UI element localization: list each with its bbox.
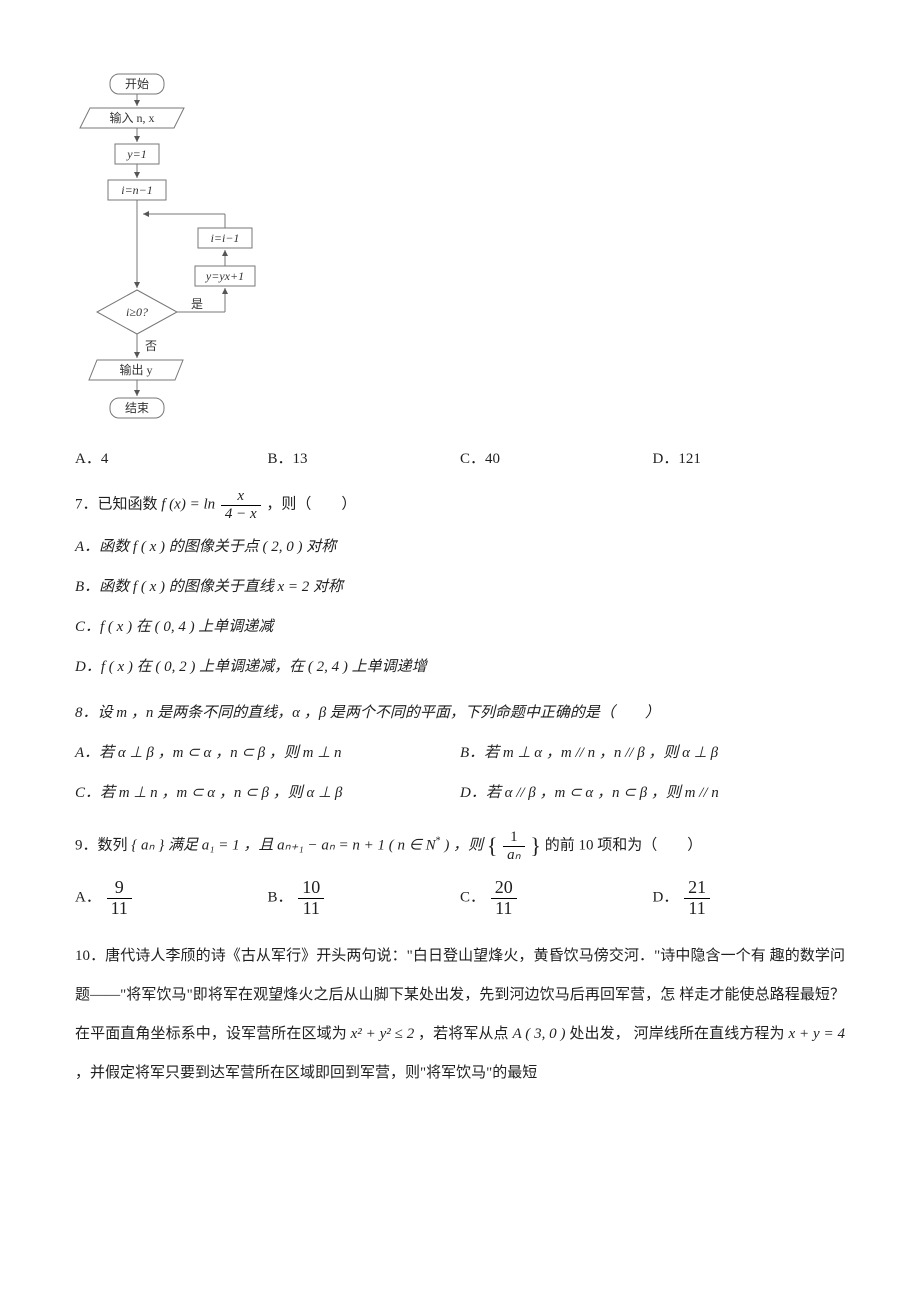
q9-star: * bbox=[436, 835, 441, 846]
q7-opt-a: A．函数 f ( x ) 的图像关于点 ( 2, 0 ) 对称 bbox=[75, 539, 336, 555]
q8-stem: 8．设 m ，n 是两条不同的直线，α ，β 是两个不同的平面，下列命题中正确的… bbox=[75, 705, 660, 721]
flow-node-ii: i=i−1 bbox=[211, 231, 240, 245]
flow-label-no: 否 bbox=[145, 339, 157, 353]
flow-node-input: 输入 n, x bbox=[109, 110, 154, 125]
q6-opt-c: C．40 bbox=[460, 451, 500, 467]
q8-opt-a: A．若 α ⊥ β ，m ⊂ α ，n ⊂ β ，则 m ⊥ n bbox=[75, 745, 342, 761]
q7-frac-num: x bbox=[221, 488, 261, 506]
q7-fx: f (x) = ln bbox=[161, 496, 215, 512]
q10-p1: 10．唐代诗人李颀的诗《古从军行》开头两句说："白日登山望烽火，黄昏饮马傍交河．… bbox=[75, 948, 766, 964]
q9-p3: ) ，则 bbox=[444, 837, 487, 853]
q7-opt-b: B．函数 f ( x ) 的图像关于直线 x = 2 对称 bbox=[75, 579, 343, 595]
q9-a-num: 9 bbox=[107, 878, 132, 899]
flow-node-out: 输出 y bbox=[119, 362, 152, 377]
q9-brace-den: aₙ bbox=[503, 847, 524, 864]
q8-opt-d: D．若 α // β ，m ⊂ α ，n ⊂ β ，则 m // n bbox=[460, 785, 719, 801]
q6-opt-d: D．121 bbox=[653, 451, 701, 467]
q9-b-den: 11 bbox=[298, 899, 324, 919]
q9-a-label: A． bbox=[75, 890, 101, 906]
q9-stem: 9．数列 { aₙ } 满足 a₁ = 1 ，且 aₙ₊₁ − aₙ = n +… bbox=[75, 824, 845, 868]
q7-frac-den: 4 − x bbox=[221, 506, 261, 523]
q9-d-den: 11 bbox=[684, 899, 710, 919]
q9-brace-num: 1 bbox=[503, 829, 524, 847]
q9-c-label: C． bbox=[460, 890, 485, 906]
q7-stem: 7．已知函数 f (x) = ln x 4 − x ，则（ ） bbox=[75, 488, 845, 522]
flowchart-diagram: 开始 输入 n, x y=1 i=n−1 i≥0? bbox=[75, 70, 845, 438]
q9-d-label: D． bbox=[653, 890, 679, 906]
q7-stem-prefix: 7．已知函数 bbox=[75, 496, 161, 512]
q9-p4: 的前 10 项和为（ ） bbox=[545, 837, 703, 853]
q6-options: A．4 B．13 C．40 D．121 bbox=[75, 448, 845, 471]
q10-p3c: 处出发， bbox=[566, 1026, 630, 1042]
q8-opt-b: B．若 m ⊥ α ，m // n ，n // β ，则 α ⊥ β bbox=[460, 745, 718, 761]
q9-d-num: 21 bbox=[684, 878, 710, 899]
flow-node-start: 开始 bbox=[125, 77, 149, 91]
q9-b-num: 10 bbox=[298, 878, 324, 899]
q7-stem-suffix: ，则（ ） bbox=[266, 496, 356, 512]
flow-node-end: 结束 bbox=[125, 401, 149, 415]
q10-circle-eq: x² + y² ≤ 2 bbox=[351, 1026, 415, 1042]
q10-para: 10．唐代诗人李颀的诗《古从军行》开头两句说："白日登山望烽火，黄昏饮马傍交河．… bbox=[75, 937, 845, 1093]
q6-opt-a: A．4 bbox=[75, 451, 108, 467]
q9-set-an: { aₙ } bbox=[131, 837, 164, 853]
q9-a-den: 11 bbox=[107, 899, 132, 919]
flowchart-svg: 开始 输入 n, x y=1 i=n−1 i≥0? bbox=[75, 70, 275, 430]
q9-c-den: 11 bbox=[491, 899, 517, 919]
q9-p2: 满足 a₁ = 1 ，且 aₙ₊₁ − aₙ = n + 1 ( n ∈ N bbox=[168, 837, 436, 853]
q10-p4b: ，并假定将军只要到达军营所在区域即回到军营，则"将军饮马"的最短 bbox=[75, 1065, 537, 1081]
q10-p4a: 河岸线所在直线方程为 bbox=[634, 1026, 789, 1042]
q10-p3b: ，若将军从点 bbox=[414, 1026, 512, 1042]
q9-b-label: B． bbox=[268, 890, 293, 906]
q8-opt-c: C．若 m ⊥ n ，m ⊂ α ，n ⊂ β ，则 α ⊥ β bbox=[75, 785, 342, 801]
flow-label-yes: 是 bbox=[191, 297, 203, 311]
flow-node-i1: i=n−1 bbox=[121, 183, 153, 197]
flow-node-yy: y=yx+1 bbox=[205, 269, 244, 283]
q7-opt-c: C．f ( x ) 在 ( 0, 4 ) 上单调递减 bbox=[75, 619, 273, 635]
flow-node-dec: i≥0? bbox=[126, 305, 148, 319]
q10-line-eq: x + y = 4 bbox=[788, 1026, 844, 1042]
q10-pointA: A ( 3, 0 ) bbox=[513, 1026, 566, 1042]
q9-c-num: 20 bbox=[491, 878, 517, 899]
q9-p1: 9．数列 bbox=[75, 837, 131, 853]
q7-opt-d: D．f ( x ) 在 ( 0, 2 ) 上单调递减，在 ( 2, 4 ) 上单… bbox=[75, 659, 427, 675]
flow-node-y1: y=1 bbox=[126, 147, 146, 161]
q6-opt-b: B．13 bbox=[268, 451, 308, 467]
